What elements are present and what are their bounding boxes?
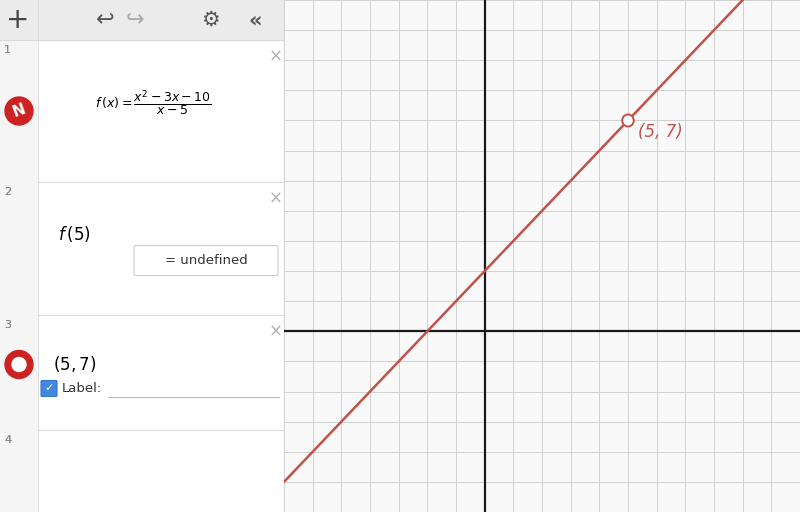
- Text: ×: ×: [269, 48, 283, 66]
- Circle shape: [622, 115, 634, 126]
- Text: 4: 4: [4, 435, 11, 445]
- Text: $f\,(5)$: $f\,(5)$: [58, 224, 90, 244]
- Text: +: +: [6, 6, 30, 34]
- FancyBboxPatch shape: [41, 380, 57, 396]
- Text: 2: 2: [4, 187, 11, 197]
- FancyBboxPatch shape: [134, 245, 278, 275]
- Text: ✓: ✓: [44, 383, 54, 394]
- Text: ×: ×: [269, 190, 283, 208]
- Text: 3: 3: [4, 320, 11, 330]
- Text: 1: 1: [4, 45, 11, 55]
- Text: ⚙: ⚙: [201, 10, 219, 30]
- FancyBboxPatch shape: [0, 40, 38, 512]
- FancyBboxPatch shape: [0, 430, 284, 512]
- Text: 4: 4: [4, 435, 11, 445]
- Text: = undefined: = undefined: [165, 254, 247, 267]
- Circle shape: [5, 97, 33, 125]
- FancyBboxPatch shape: [0, 182, 284, 315]
- Text: $f\,(x) = \dfrac{x^2 - 3x - 10}{x - 5}$: $f\,(x) = \dfrac{x^2 - 3x - 10}{x - 5}$: [95, 88, 212, 118]
- Circle shape: [12, 357, 26, 372]
- Text: Label:: Label:: [62, 382, 102, 395]
- Text: $(5,7)$: $(5,7)$: [53, 354, 96, 374]
- FancyBboxPatch shape: [0, 0, 284, 40]
- Text: 3: 3: [4, 320, 11, 330]
- FancyBboxPatch shape: [0, 40, 284, 182]
- Text: ↪: ↪: [126, 10, 144, 30]
- Text: 1: 1: [4, 45, 11, 55]
- Text: «: «: [248, 10, 262, 30]
- Text: 2: 2: [4, 187, 11, 197]
- Circle shape: [5, 351, 33, 378]
- Text: N: N: [10, 102, 27, 120]
- Text: (5, 7): (5, 7): [638, 123, 682, 141]
- Text: ×: ×: [269, 323, 283, 341]
- Text: ↩: ↩: [96, 10, 114, 30]
- FancyBboxPatch shape: [0, 315, 284, 430]
